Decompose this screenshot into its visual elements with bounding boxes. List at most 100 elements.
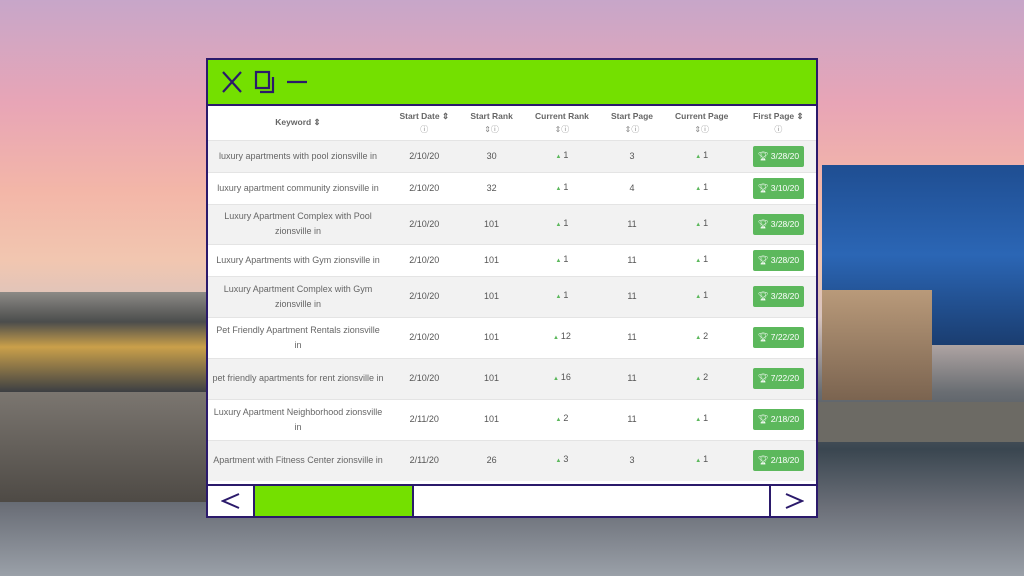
start-date-cell: 2/10/20 [388,171,461,204]
table-row: Luxury Apartment Complex with Gym zionsv… [208,275,816,317]
current-rank-cell: ▲ 16 [522,357,602,399]
help-icon[interactable]: ⓘ [774,124,783,134]
first-page-badge: 🏆︎ 3/28/20 [752,145,805,167]
column-header[interactable]: Current Page ⇕ⓘ [663,106,741,140]
table-row: Pet Friendly Apartment Rentals zionsvill… [208,316,816,358]
background-building [0,292,206,392]
arrow-up-icon: ▲ [695,185,702,192]
first-page-date: 2/18/20 [770,455,800,466]
current-page-cell: ▲ 1 [662,171,741,204]
start-rank-cell: 30 [460,139,523,172]
current-page-value: 1 [703,253,709,264]
table-row: luxury apartments with pool zionsville i… [208,139,816,172]
current-rank-cell: ▲ 1 [522,275,602,317]
keyword-cell: Pet Friendly Apartment Rentals zionsvill… [208,316,388,358]
arrow-up-icon: ▲ [555,221,562,228]
table-row: Luxury Apartment Neighborhood zionsville… [208,398,816,440]
current-page-value: 1 [703,290,709,300]
keyword-cell: pet friendly apartments for rent zionsvi… [208,357,388,399]
scroll-thumb[interactable] [255,486,414,516]
column-header[interactable]: Start Date ⇕ ⓘ [388,106,461,140]
current-rank-cell: ▲ 1 [522,171,602,204]
first-page-cell: 🏆︎ 3/10/20 [740,171,816,204]
help-icon[interactable]: ⇕ⓘ [694,124,710,134]
column-header-label: Keyword ⇕ [275,117,321,128]
current-page-value: 1 [703,149,709,160]
help-icon[interactable]: ⇕ⓘ [484,124,499,134]
current-page-cell: ▲ 2 [662,357,741,399]
column-header-label: First Page ⇕ [753,110,804,121]
column-header[interactable]: Keyword ⇕ [208,106,388,140]
first-page-cell: 🏆︎ 7/22/20 [740,357,816,399]
start-page-cell: 11 [601,203,663,244]
first-page-date: 3/28/20 [770,254,800,265]
start-date-cell: 2/11/20 [388,398,461,440]
column-header-label: Current Rank [535,110,589,121]
column-header-label: Current Page [675,110,729,121]
first-page-badge: 🏆︎ 3/10/20 [752,177,805,199]
scroll-right-button[interactable] [769,486,816,516]
first-page-date: 3/28/20 [770,291,800,301]
start-page-cell: 3 [601,439,663,481]
trophy-icon: 🏆︎ [757,455,769,466]
table-row: luxury apartment community zionsville in… [208,171,816,204]
background-bridge [0,392,206,502]
column-header[interactable]: Start Page ⇕ⓘ [601,106,662,140]
start-rank-cell: 101 [460,203,523,244]
chevron-left-icon [220,493,239,509]
arrow-up-icon: ▲ [555,458,562,465]
first-page-badge: 🏆︎ 2/18/20 [752,409,805,430]
start-date-cell: 2/10/20 [388,203,461,244]
trophy-icon: 🏆︎ [757,182,769,193]
keyword-cell: Luxury Apartment Complex with Pool zions… [208,203,388,244]
first-page-badge: 🏆︎ 7/22/20 [752,368,805,389]
current-page-cell: ▲ 1 [662,243,741,276]
current-rank-value: 1 [563,181,569,192]
help-icon[interactable]: ⇕ⓘ [554,124,570,134]
start-page-cell: 4 [601,171,663,204]
start-page-cell: 11 [601,275,663,317]
start-page-cell: 11 [601,243,663,276]
start-page-cell: 3 [601,139,663,172]
table-row: Apartment with Fitness Center zionsville… [208,439,816,481]
scroll-left-button[interactable] [208,486,255,516]
current-page-cell: ▲ 1 [662,439,741,481]
close-icon[interactable] [220,70,244,94]
arrow-up-icon: ▲ [555,294,562,300]
title-bar [208,60,816,106]
current-rank-value: 1 [563,253,569,264]
minimize-icon[interactable] [286,70,308,94]
arrow-up-icon: ▲ [695,376,702,382]
first-page-badge: 🏆︎ 2/18/20 [752,450,805,472]
scroll-track[interactable] [255,486,769,516]
trophy-icon: 🏆︎ [757,373,769,383]
start-rank-cell: 101 [460,243,523,276]
trophy-icon: 🏆︎ [757,291,769,301]
current-page-cell: ▲ 1 [662,139,741,172]
help-icon[interactable]: ⇕ⓘ [624,124,640,134]
keyword-cell: luxury apartment community zionsville in [208,171,388,204]
arrow-up-icon: ▲ [552,376,559,382]
column-header[interactable]: First Page ⇕ ⓘ [741,106,816,140]
column-header-label: Start Rank [470,110,513,121]
table-row: pet friendly apartments for rent zionsvi… [208,357,816,399]
first-page-cell: 🏆︎ 2/18/20 [740,439,816,481]
current-rank-cell: ▲ 1 [522,203,602,244]
first-page-date: 3/28/20 [770,150,800,161]
arrow-up-icon: ▲ [695,335,702,341]
keyword-cell: Luxury Apartment Complex with Gym zionsv… [208,275,388,317]
column-header[interactable]: Start Rank ⇕ⓘ [461,106,523,140]
keyword-cell: Apartment with Fitness Center zionsville… [208,439,388,481]
horizontal-scrollbar[interactable] [208,484,816,516]
current-page-value: 1 [703,217,709,228]
start-date-cell: 2/10/20 [388,357,461,399]
start-date-cell: 2/10/20 [388,275,461,317]
column-header[interactable]: Current Rank ⇕ⓘ [523,106,602,140]
copy-icon[interactable] [254,70,276,94]
start-rank-cell: 32 [460,171,523,204]
current-rank-value: 16 [560,372,571,382]
first-page-date: 7/22/20 [770,373,800,383]
arrow-up-icon: ▲ [552,335,559,341]
help-icon[interactable]: ⓘ [420,124,429,134]
table-row: Luxury Apartment Complex with Pool zions… [208,203,816,244]
